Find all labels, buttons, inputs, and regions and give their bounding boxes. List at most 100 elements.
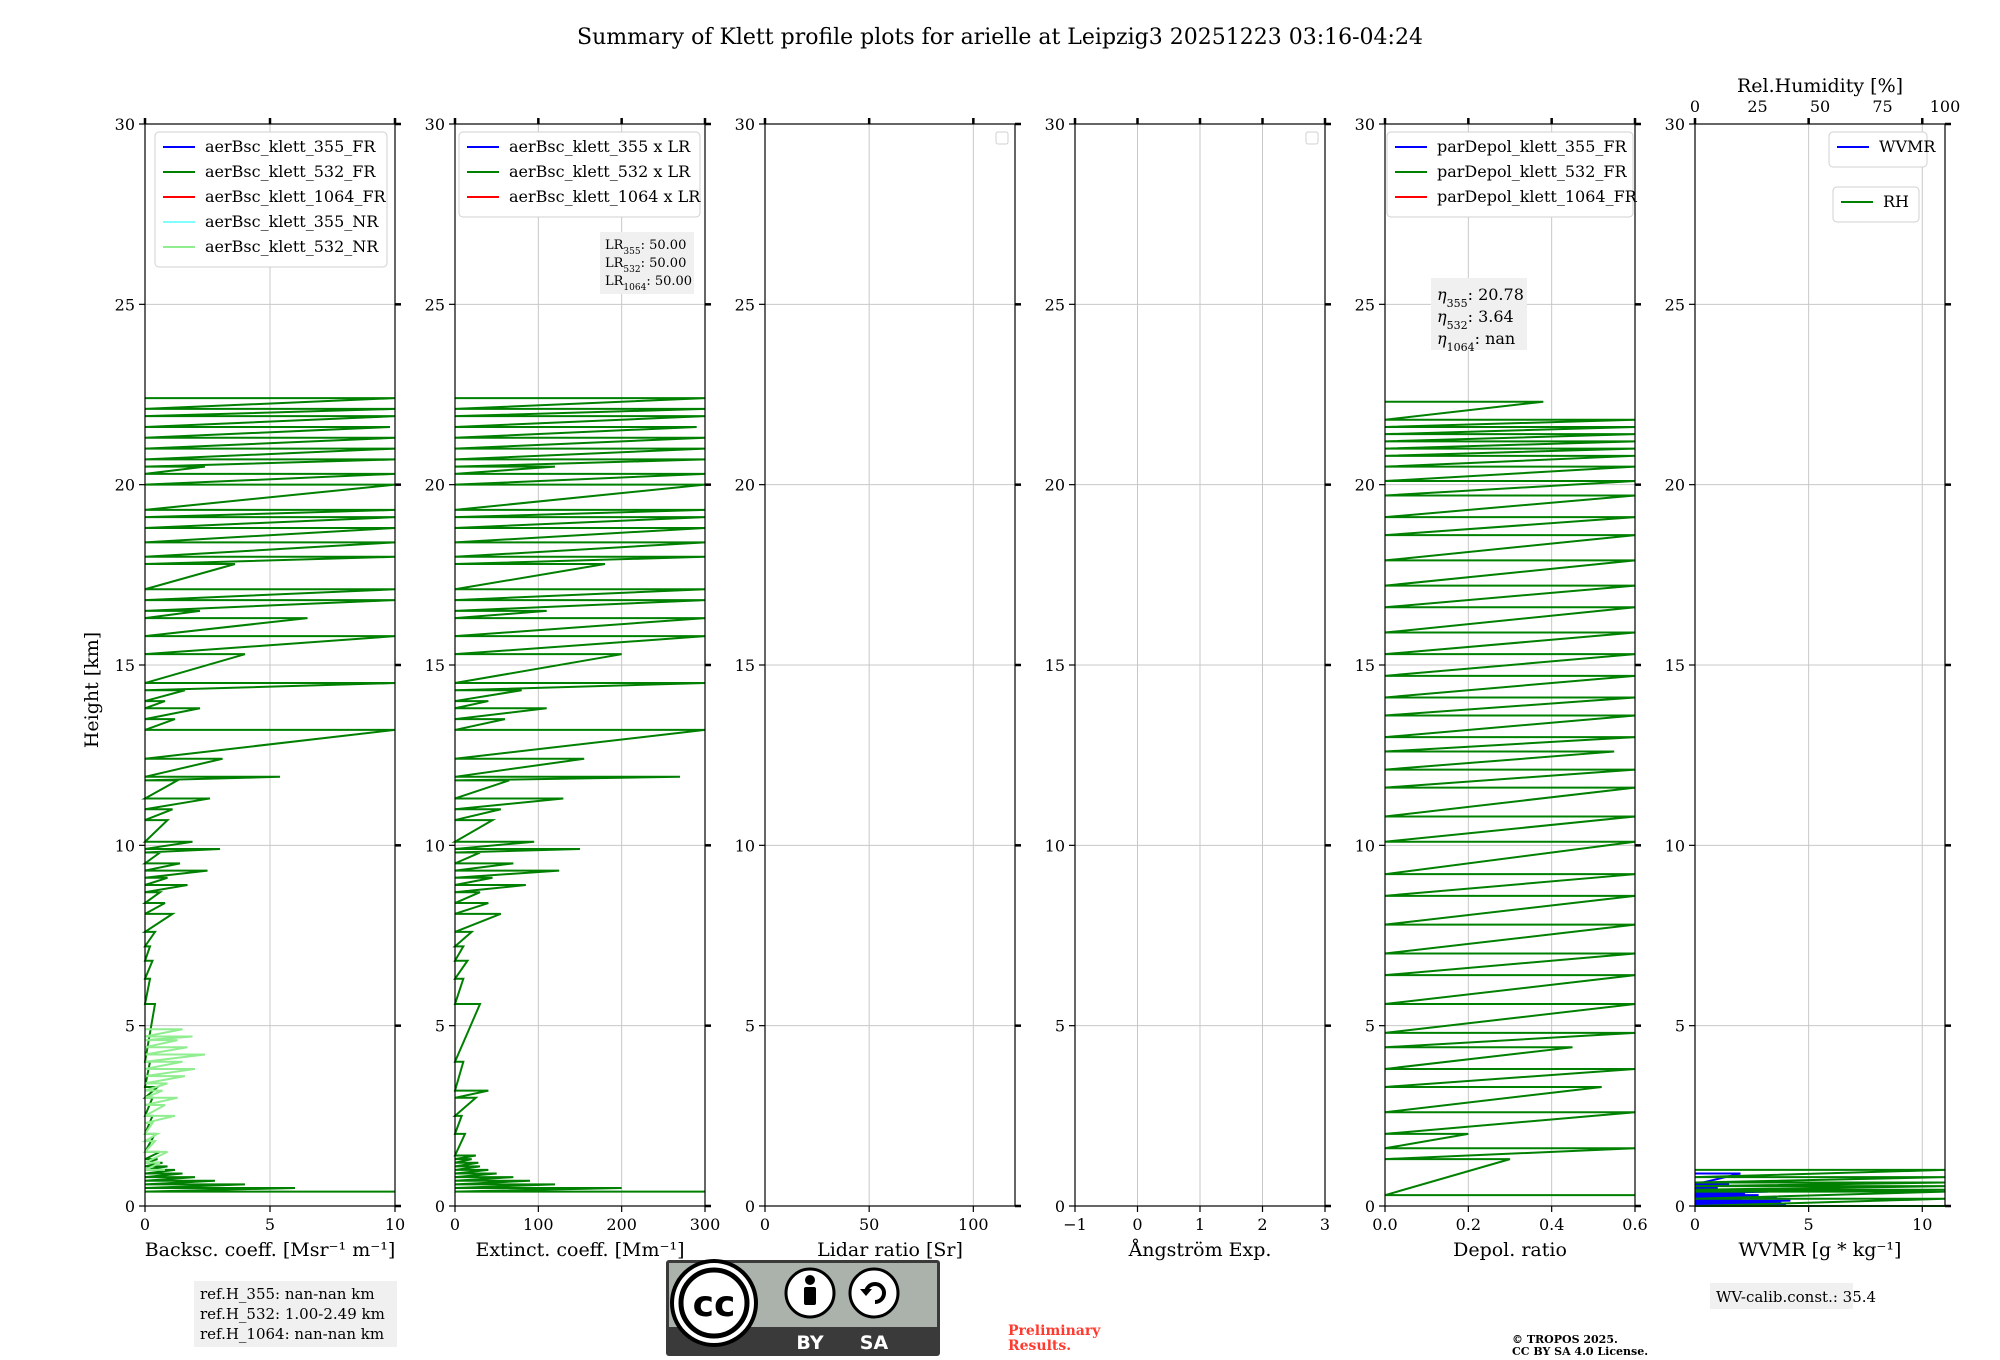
- lr-entry: LR355: 50.00: [605, 238, 686, 257]
- cc-by-sa-badge: cc BY SA: [666, 1259, 940, 1356]
- y-tick-label: 30: [425, 115, 445, 134]
- legend-entry: aerBsc_klett_1064 x LR: [509, 187, 701, 206]
- by-label: BY: [796, 1332, 823, 1354]
- y-tick-label: 20: [425, 476, 445, 495]
- legend-box: [1828, 131, 1928, 168]
- top-tick-label: 0: [1690, 97, 1700, 116]
- panel-lr: 0 5 10 15 20 25 30 0 50 100 Lidar ratio [Sr]: [735, 115, 1021, 1261]
- top-tick-label: 100: [1930, 97, 1961, 116]
- series-aerBsc_klett_532 x LR: [451, 397, 706, 1193]
- legend-entry: aerBsc_klett_355_FR: [205, 137, 376, 156]
- y-tick-label: 10: [1665, 836, 1685, 855]
- wv-calib-box: WV-calib.const.: 35.4: [1710, 1283, 1876, 1309]
- x-tick-label: 50: [859, 1215, 879, 1234]
- legend2-box: [1832, 186, 1920, 223]
- lr-entry: LR532: 50.00: [605, 256, 686, 275]
- legend-entry: RH: [1883, 192, 1909, 211]
- copyright-line-1: © TROPOS 2025.: [1512, 1333, 1618, 1346]
- y-tick-label: 0: [745, 1197, 755, 1216]
- series-parDepol_klett_532_FR: [1384, 400, 1636, 1197]
- y-tick-label: 0: [125, 1197, 135, 1216]
- y-tick-label: 10: [425, 836, 445, 855]
- x-tick-label: 0: [760, 1215, 770, 1234]
- x-tick-label: 0.0: [1372, 1215, 1397, 1234]
- y-tick-label: 0: [435, 1197, 445, 1216]
- x-tick-label: −1: [1063, 1215, 1087, 1234]
- cc-logo-text: cc: [693, 1284, 736, 1325]
- x-tick-label: 300: [690, 1215, 721, 1234]
- x-tick-label: 0: [1132, 1215, 1142, 1234]
- wv-calib-text: WV-calib.const.: 35.4: [1716, 1288, 1876, 1306]
- y-tick-label: 5: [1365, 1017, 1375, 1036]
- legend-box: [154, 131, 388, 268]
- y-tick-label: 10: [735, 836, 755, 855]
- legend-entry: aerBsc_klett_1064_FR: [205, 187, 387, 206]
- y-tick-label: 20: [1045, 476, 1065, 495]
- panel-depol: 0 5 10 15 20 25 30 0.0 0.2 0.4 0.6 Depol. ratio parD…: [1355, 115, 1648, 1261]
- ref-height-1064: ref.H_1064: nan-nan km: [200, 1325, 384, 1343]
- x-axis-label: Depol. ratio: [1453, 1239, 1567, 1261]
- y-tick-label: 25: [1665, 295, 1685, 314]
- x-tick-label: 2: [1257, 1215, 1267, 1234]
- figure-title: Summary of Klett profile plots for ariel…: [577, 25, 1423, 50]
- y-tick-label: 20: [1355, 476, 1375, 495]
- eta-entry: η355: 20.78: [1437, 285, 1524, 310]
- y-tick-label: 20: [115, 476, 135, 495]
- legend-entry: parDepol_klett_355_FR: [1437, 137, 1628, 156]
- top-axis-label: Rel.Humidity [%]: [1737, 75, 1903, 97]
- x-axis-label: Ångström Exp.: [1128, 1239, 1272, 1261]
- copyright-line-2: CC BY SA 4.0 License.: [1512, 1345, 1648, 1358]
- series-aerBsc_klett_532_NR: [141, 1028, 206, 1171]
- x-tick-label: 10: [385, 1215, 405, 1234]
- y-tick-label: 15: [425, 656, 445, 675]
- y-tick-label: 20: [735, 476, 755, 495]
- x-tick-label: 0: [1690, 1215, 1700, 1234]
- x-tick-label: 0: [140, 1215, 150, 1234]
- sa-label: SA: [860, 1332, 889, 1354]
- top-tick-label: 50: [1810, 97, 1830, 116]
- x-axis-label: Extinct. coeff. [Mm⁻¹]: [475, 1239, 684, 1261]
- ref-height-532: ref.H_532: 1.00-2.49 km: [200, 1305, 385, 1323]
- y-tick-label: 25: [425, 295, 445, 314]
- x-axis-label: Backsc. coeff. [Msr⁻¹ m⁻¹]: [145, 1239, 396, 1261]
- y-tick-label: 30: [115, 115, 135, 134]
- x-tick-label: 200: [606, 1215, 637, 1234]
- x-tick-label: 0.6: [1622, 1215, 1647, 1234]
- x-tick-label: 0: [450, 1215, 460, 1234]
- y-tick-label: 5: [435, 1017, 445, 1036]
- y-tick-label: 30: [1665, 115, 1685, 134]
- preliminary-line-2: Results.: [1008, 1338, 1071, 1354]
- top-tick-label: 75: [1872, 97, 1892, 116]
- lr-entry: LR1064: 50.00: [605, 274, 692, 293]
- x-tick-label: 100: [523, 1215, 554, 1234]
- x-tick-label: 3: [1320, 1215, 1330, 1234]
- empty-legend: [995, 131, 1009, 145]
- legend-entry: aerBsc_klett_532 x LR: [509, 162, 691, 181]
- x-axis-label: Lidar ratio [Sr]: [817, 1239, 963, 1261]
- y-tick-label: 5: [1675, 1017, 1685, 1036]
- y-tick-label: 15: [1355, 656, 1375, 675]
- preliminary-line-1: Preliminary: [1008, 1323, 1101, 1339]
- x-axis-label: WVMR [g * kg⁻¹]: [1739, 1239, 1902, 1261]
- sa-share-icon: [848, 1267, 900, 1319]
- legend-entry: aerBsc_klett_355 x LR: [509, 137, 691, 156]
- sa-arrow-head: [860, 1289, 872, 1296]
- y-tick-label: 15: [1045, 656, 1065, 675]
- y-tick-label: 25: [735, 295, 755, 314]
- ref-heights-bg: [194, 1281, 397, 1347]
- x-tick-label: 1: [1195, 1215, 1205, 1234]
- by-person-body: [804, 1287, 816, 1305]
- legend-entry: aerBsc_klett_355_NR: [205, 212, 379, 231]
- y-tick-label: 30: [735, 115, 755, 134]
- y-tick-label: 0: [1365, 1197, 1375, 1216]
- wv-calib-bg: [1710, 1283, 1853, 1309]
- y-tick-label: 15: [1665, 656, 1685, 675]
- legend-entry: aerBsc_klett_532_FR: [205, 162, 376, 181]
- legend-box: [1386, 131, 1634, 218]
- lr-box: [600, 232, 694, 294]
- x-tick-label: 10: [1912, 1215, 1932, 1234]
- x-tick-label: 5: [1804, 1215, 1814, 1234]
- by-person-head: [805, 1275, 815, 1285]
